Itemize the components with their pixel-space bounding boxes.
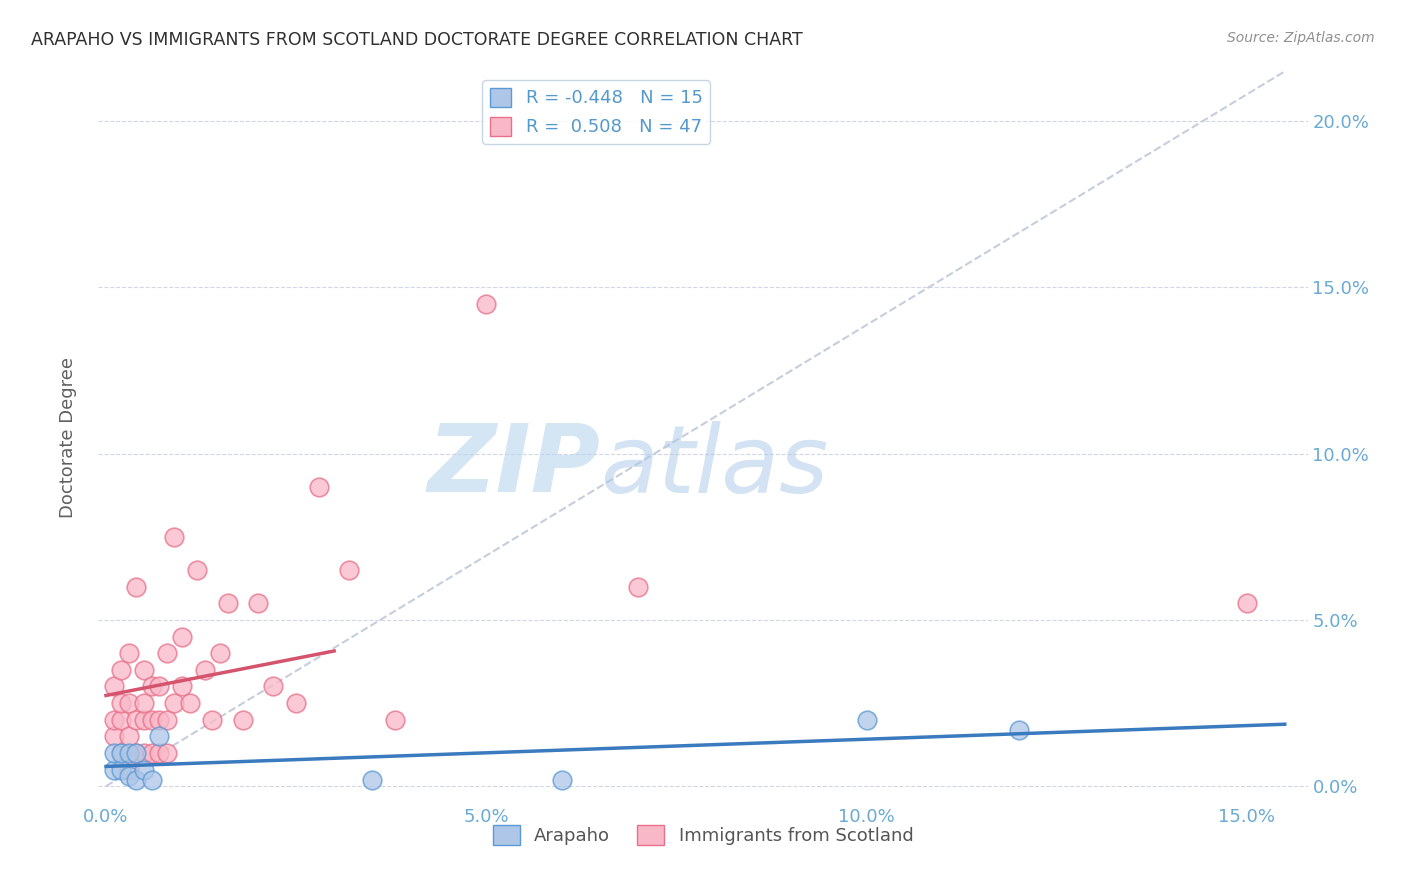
Point (194, 663, 217, 677)
Point (148, 713, 170, 727)
Point (132, 746, 155, 760)
Point (232, 713, 254, 727)
Legend: Arapaho, Immigrants from Scotland: Arapaho, Immigrants from Scotland (485, 818, 921, 852)
Point (118, 646, 141, 660)
Point (125, 746, 148, 760)
Point (132, 663, 155, 677)
Point (170, 680, 193, 694)
Point (1007, 723, 1029, 737)
Point (384, 713, 406, 727)
Point (1236, 596, 1258, 610)
Point (118, 769, 141, 783)
Point (103, 713, 125, 727)
Point (148, 746, 170, 760)
Point (110, 696, 132, 710)
Point (110, 746, 132, 760)
Point (247, 596, 270, 610)
Point (125, 772, 148, 787)
Text: ARAPAHO VS IMMIGRANTS FROM SCOTLAND DOCTORATE DEGREE CORRELATION CHART: ARAPAHO VS IMMIGRANTS FROM SCOTLAND DOCT… (31, 31, 803, 49)
Point (118, 763, 141, 777)
Point (285, 696, 308, 710)
Point (209, 646, 232, 660)
Point (125, 580, 148, 594)
Point (141, 713, 163, 727)
Point (141, 680, 163, 694)
Point (141, 746, 163, 760)
Point (132, 713, 155, 727)
Point (110, 713, 132, 727)
Point (110, 746, 132, 760)
Point (201, 713, 224, 727)
Point (163, 696, 186, 710)
Point (170, 630, 193, 644)
Y-axis label: Doctorate Degree: Doctorate Degree (59, 357, 77, 517)
Point (308, 480, 330, 494)
Point (110, 663, 132, 677)
Point (148, 680, 170, 694)
Point (110, 763, 132, 777)
Point (262, 680, 284, 694)
Point (186, 563, 208, 577)
Point (148, 729, 170, 743)
Point (125, 746, 148, 760)
Point (855, 713, 877, 727)
Point (103, 680, 125, 694)
Point (132, 763, 155, 777)
Point (103, 729, 125, 743)
Point (163, 530, 186, 544)
Point (217, 596, 239, 610)
Point (475, 297, 498, 311)
Point (156, 746, 179, 760)
Text: Source: ZipAtlas.com: Source: ZipAtlas.com (1227, 31, 1375, 45)
Point (103, 746, 125, 760)
Point (118, 729, 141, 743)
Point (361, 772, 384, 787)
Point (132, 696, 155, 710)
Text: ZIP: ZIP (427, 420, 600, 512)
Point (141, 772, 163, 787)
Point (156, 646, 179, 660)
Point (125, 713, 148, 727)
Text: atlas: atlas (600, 421, 828, 512)
Point (337, 563, 360, 577)
Point (103, 763, 125, 777)
Point (156, 713, 179, 727)
Point (118, 696, 141, 710)
Point (551, 772, 574, 787)
Point (179, 696, 201, 710)
Point (118, 746, 141, 760)
Point (627, 580, 650, 594)
